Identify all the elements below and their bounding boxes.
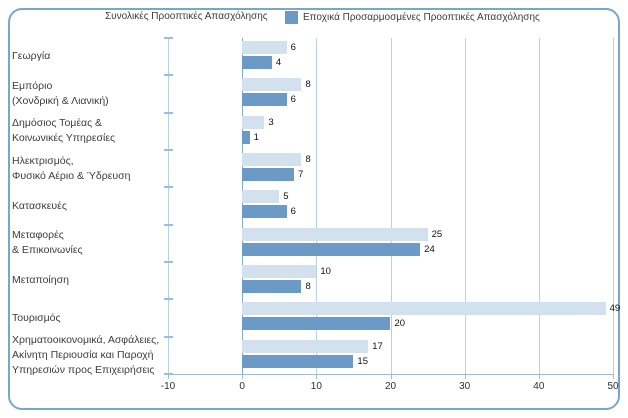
category-boundary-tick bbox=[164, 111, 173, 114]
category-boundary-tick bbox=[164, 261, 173, 263]
gridline-10 bbox=[316, 38, 318, 374]
bar-series1-cat0 bbox=[242, 56, 272, 69]
category-label: Γεωργία bbox=[12, 50, 51, 63]
bar-value-label: 8 bbox=[305, 154, 311, 165]
bar-value-label: 7 bbox=[298, 169, 304, 180]
x-axis-tick bbox=[316, 374, 318, 379]
bar-series0-cat3 bbox=[242, 153, 302, 166]
bar-series0-cat0 bbox=[242, 41, 287, 54]
bar-value-label: 1 bbox=[253, 131, 259, 143]
x-axis-tick bbox=[464, 374, 466, 379]
legend-item-seasonal: Εποχικά Προσαρμοσμένες Προοπτικές Απασχό… bbox=[285, 11, 540, 24]
x-axis-tick bbox=[390, 374, 392, 379]
bar-value-label: 3 bbox=[268, 116, 274, 128]
bar-value-label: 8 bbox=[305, 79, 311, 91]
x-axis-tick bbox=[242, 374, 244, 379]
category-boundary-tick bbox=[164, 74, 173, 77]
bar-value-label: 10 bbox=[320, 266, 331, 277]
category-boundary-tick bbox=[164, 223, 173, 226]
bar-series1-cat2 bbox=[242, 130, 250, 144]
category-label: Μεταποίηση bbox=[12, 274, 69, 287]
category-boundary-tick bbox=[164, 149, 173, 151]
bar-series1-cat8 bbox=[242, 354, 354, 368]
category-label: Μεταφορές & Επικοινωνίες bbox=[12, 229, 83, 257]
category-label: Τουρισμός bbox=[12, 311, 61, 324]
bar-series1-cat5 bbox=[242, 242, 421, 256]
bar-value-label: 4 bbox=[275, 57, 282, 68]
bar-series0-cat4 bbox=[242, 190, 280, 204]
x-tick-label: 0 bbox=[239, 381, 245, 392]
category-boundary-tick bbox=[164, 186, 173, 189]
bar-series1-cat4 bbox=[242, 205, 287, 219]
bar-series1-cat7 bbox=[242, 317, 391, 331]
category-label: Εμπόριο (Χονδρική & Λιανική) bbox=[12, 80, 109, 107]
bar-value-label: 8 bbox=[305, 281, 311, 292]
bar-value-label: 5 bbox=[283, 191, 289, 203]
legend-item-total: Συνολικές Προοπτικές Απασχόλησης bbox=[105, 11, 268, 22]
gridline-50 bbox=[613, 38, 614, 374]
bar-value-label: 49 bbox=[609, 303, 621, 315]
category-boundary-tick bbox=[164, 298, 173, 301]
gridline-40 bbox=[538, 38, 540, 374]
bar-series1-cat6 bbox=[242, 280, 302, 293]
category-label: Δημόσιος Τομέας & Κοινωνικές Υπηρεσίες bbox=[12, 117, 116, 145]
legend-label-total: Συνολικές Προοπτικές Απασχόλησης bbox=[105, 11, 268, 22]
x-tick-label: 30 bbox=[459, 381, 471, 392]
bar-value-label: 20 bbox=[394, 318, 406, 330]
bar-series0-cat7 bbox=[242, 302, 606, 316]
bar-series1-cat1 bbox=[242, 93, 287, 107]
x-axis-tick bbox=[168, 374, 169, 379]
gridline--10 bbox=[168, 38, 169, 374]
x-tick-label: 10 bbox=[310, 381, 322, 392]
x-axis-tick bbox=[538, 374, 540, 379]
bar-series0-cat1 bbox=[242, 78, 302, 92]
bar-value-label: 15 bbox=[357, 355, 368, 367]
bar-series0-cat8 bbox=[242, 339, 369, 353]
bar-value-label: 25 bbox=[431, 228, 443, 240]
x-tick-label: 20 bbox=[384, 381, 397, 392]
x-tick-label: 40 bbox=[533, 381, 545, 392]
category-boundary-tick bbox=[164, 335, 173, 338]
x-tick-label: 50 bbox=[607, 381, 619, 392]
category-label: Κατασκευές bbox=[12, 199, 67, 212]
category-label: Χρηματοοικονομικά, Ασφάλειες, Ακίνητη Πε… bbox=[12, 333, 160, 376]
bar-value-label: 6 bbox=[290, 94, 296, 106]
bar-series0-cat6 bbox=[242, 265, 317, 278]
category-boundary-tick bbox=[164, 37, 173, 39]
legend-label-seasonal: Εποχικά Προσαρμοσμένες Προοπτικές Απασχό… bbox=[303, 12, 540, 23]
bar-series0-cat5 bbox=[242, 227, 428, 241]
bar-value-label: 6 bbox=[290, 206, 296, 218]
legend-swatch-seasonal bbox=[285, 11, 298, 24]
gridline-30 bbox=[464, 38, 466, 374]
bar-value-label: 6 bbox=[290, 42, 296, 53]
bar-value-label: 17 bbox=[372, 340, 383, 352]
bar-value-label: 24 bbox=[424, 243, 435, 255]
bar-series1-cat3 bbox=[242, 168, 295, 181]
gridline-20 bbox=[390, 38, 392, 374]
x-axis-tick bbox=[613, 374, 614, 379]
x-tick-label: -10 bbox=[160, 381, 176, 392]
category-label: Ηλεκτρισμός, Φυσικό Αέριο & Ύδρευση bbox=[12, 154, 131, 182]
bar-series0-cat2 bbox=[242, 115, 265, 129]
